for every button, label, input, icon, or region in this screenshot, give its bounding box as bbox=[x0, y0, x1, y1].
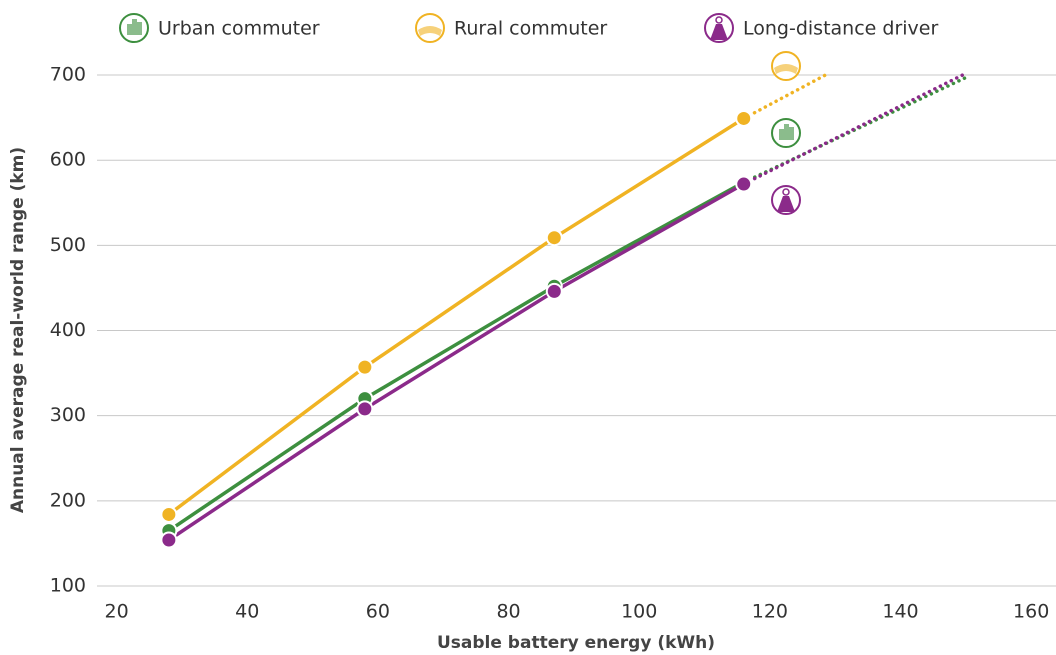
icon-shape bbox=[777, 196, 795, 212]
line bbox=[167, 180, 745, 533]
icon-shape bbox=[779, 129, 784, 140]
icon-shape bbox=[132, 19, 137, 35]
x-axis-title: Usable battery energy (kWh) bbox=[437, 633, 715, 653]
line bbox=[167, 182, 745, 542]
icon bbox=[771, 118, 801, 148]
icon bbox=[415, 13, 445, 43]
x-tick-label: 140 bbox=[882, 601, 918, 623]
x-tick-label: 40 bbox=[235, 601, 259, 623]
y-axis-title: Annual average real-world range (km) bbox=[8, 147, 28, 513]
icon-shape bbox=[418, 26, 442, 36]
line bbox=[167, 116, 745, 516]
icon-shape bbox=[137, 22, 142, 35]
marker bbox=[545, 229, 563, 247]
icon-shape bbox=[784, 124, 789, 140]
marker bbox=[356, 400, 374, 418]
y-tick-label: 300 bbox=[50, 404, 86, 426]
icon bbox=[771, 51, 801, 81]
legend-label: Long-distance driver bbox=[743, 18, 938, 40]
marker bbox=[160, 531, 178, 549]
marker bbox=[545, 282, 563, 300]
icon-shape bbox=[789, 127, 794, 140]
projection-line bbox=[741, 73, 965, 186]
projection-line bbox=[741, 73, 828, 121]
icon-shape bbox=[774, 64, 798, 74]
icon-shape bbox=[127, 24, 132, 35]
legend-label: Rural commuter bbox=[454, 18, 607, 40]
marker bbox=[735, 175, 753, 193]
y-tick-label: 600 bbox=[50, 149, 86, 171]
marker bbox=[160, 505, 178, 523]
y-tick-label: 100 bbox=[50, 575, 86, 597]
y-tick-label: 400 bbox=[50, 319, 86, 341]
icon bbox=[119, 13, 149, 43]
icon bbox=[704, 13, 734, 43]
marker bbox=[735, 109, 753, 127]
y-tick-label: 200 bbox=[50, 489, 86, 511]
icon bbox=[771, 185, 801, 215]
y-tick-label: 700 bbox=[50, 64, 86, 86]
x-tick-label: 100 bbox=[621, 601, 657, 623]
x-tick-label: 20 bbox=[105, 601, 129, 623]
x-tick-label: 160 bbox=[1013, 601, 1049, 623]
legend-label: Urban commuter bbox=[158, 18, 320, 40]
y-tick-label: 500 bbox=[50, 234, 86, 256]
icon-shape bbox=[782, 188, 790, 196]
marker bbox=[356, 358, 374, 376]
x-tick-label: 60 bbox=[366, 601, 390, 623]
x-tick-label: 80 bbox=[496, 601, 520, 623]
icon-shape bbox=[710, 24, 728, 40]
projection-line bbox=[741, 75, 968, 185]
icon-shape bbox=[715, 16, 723, 24]
x-tick-label: 120 bbox=[752, 601, 788, 623]
